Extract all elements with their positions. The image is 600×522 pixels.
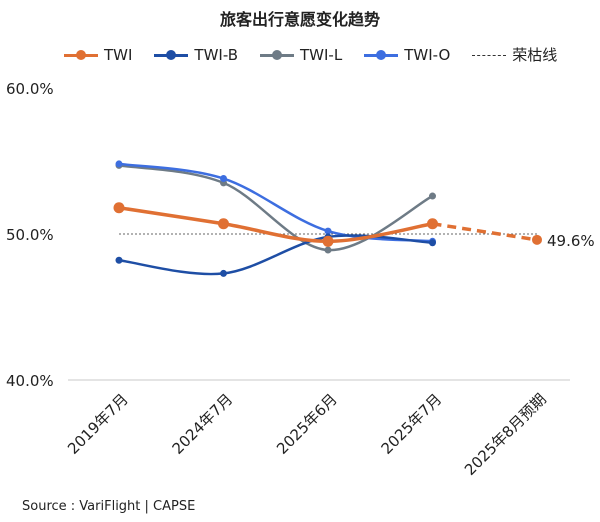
data-point-twi: [427, 218, 438, 230]
x-tick-label: 2025年8月预期: [461, 390, 550, 479]
series-line-twi-o: [117, 162, 434, 243]
data-point-twi-b: [429, 239, 436, 247]
forecast-point-twi: [532, 234, 542, 245]
data-point-twi-b: [220, 269, 227, 277]
data-point-twi: [322, 235, 334, 247]
data-point-twi-o: [220, 175, 227, 183]
legend-swatch-twi-l: [260, 49, 295, 60]
series-line-twi-b: [117, 234, 434, 276]
source-note: Source : VariFlight | CAPSE: [22, 499, 196, 514]
y-tick-label: 60.0%: [6, 80, 54, 98]
forecast-data-label: 49.6%: [547, 232, 595, 250]
x-tick-label: 2025年6月: [273, 390, 341, 458]
x-tick-label: 2024年7月: [169, 390, 237, 458]
series-forecast-line-twi: [432, 222, 538, 242]
legend-swatch-twi: [64, 49, 98, 60]
data-point-twi: [218, 218, 229, 230]
legend-item-twi-o: TWI-O: [364, 46, 450, 64]
legend-item-twi-b: TWI-B: [154, 46, 238, 64]
data-point-twi: [113, 202, 125, 214]
legend-item-twi: TWI: [64, 46, 132, 64]
y-tick-label: 50.0%: [6, 226, 54, 244]
series-line-twi: [117, 205, 435, 244]
legend: TWI TWI-B TWI-L TWI-O 荣枯线: [64, 44, 557, 65]
x-tick-label: 2019年7月: [64, 390, 132, 458]
legend-swatch-twi-o: [364, 49, 399, 60]
legend-swatch-reference: [472, 50, 507, 60]
legend-label-twi-b: TWI-B: [194, 45, 239, 64]
legend-label-twi-l: TWI-L: [300, 45, 343, 64]
legend-label-reference: 荣枯线: [512, 46, 558, 64]
series-line-twi-l: [117, 164, 434, 252]
data-point-twi-l: [429, 192, 436, 200]
legend-label-twi-o: TWI-O: [404, 45, 451, 64]
chart-title: 旅客出行意愿变化趋势: [219, 10, 380, 29]
legend-item-reference: 荣枯线: [472, 44, 557, 65]
data-point-twi-l: [324, 246, 332, 254]
data-point-twi-b: [115, 256, 123, 264]
data-point-twi-o: [115, 160, 123, 168]
legend-swatch-twi-b: [154, 49, 189, 60]
y-tick-label: 40.0%: [6, 372, 54, 390]
data-point-twi-o: [324, 227, 332, 235]
legend-label-twi: TWI: [104, 45, 133, 64]
x-tick-label: 2025年7月: [378, 390, 446, 458]
legend-item-twi-l: TWI-L: [260, 46, 342, 64]
